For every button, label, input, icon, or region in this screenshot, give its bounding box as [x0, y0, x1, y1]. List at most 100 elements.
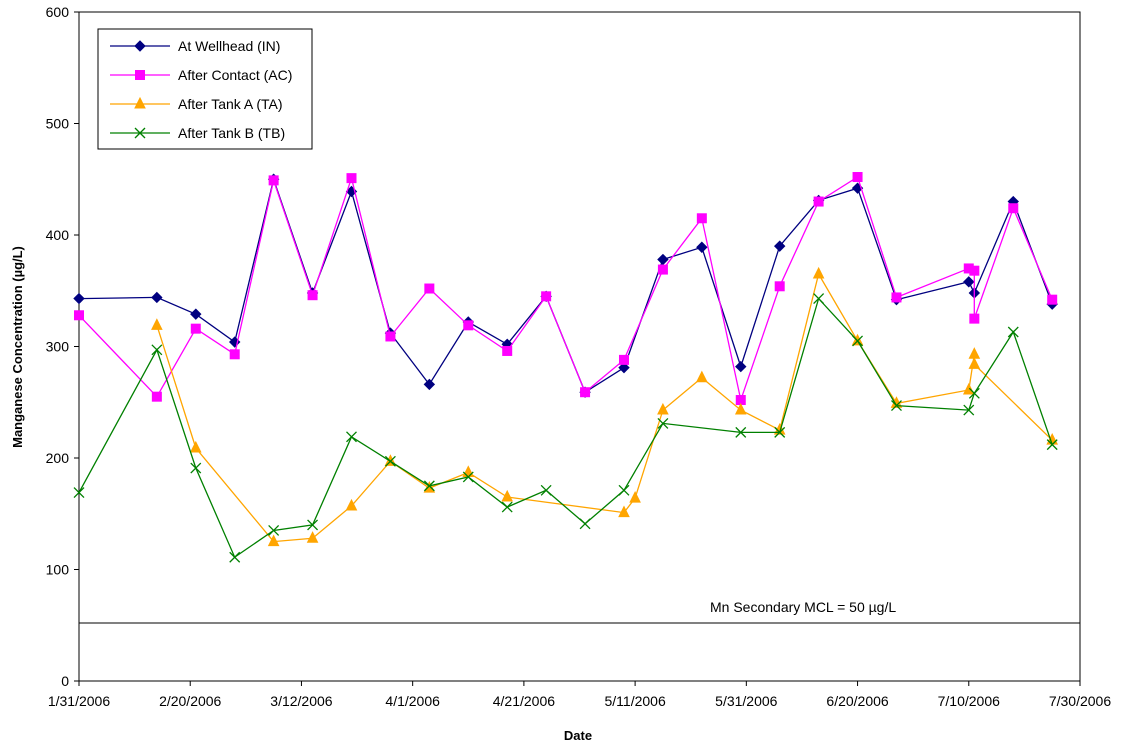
- data-point-x-stroke: [963, 404, 975, 416]
- x-tick-label: 6/20/2006: [826, 693, 888, 709]
- data-point-square: [1047, 294, 1058, 305]
- data-point-square: [151, 391, 162, 402]
- data-point-x-stroke: [462, 471, 474, 483]
- data-point-square: [424, 283, 435, 294]
- data-point-square: [891, 292, 902, 303]
- data-point-x: [384, 455, 396, 467]
- y-tick-label: 200: [46, 450, 70, 466]
- x-tick-label: 7/30/2006: [1049, 693, 1111, 709]
- data-point-square: [502, 345, 513, 356]
- legend-item: After Tank B (TB): [110, 125, 285, 141]
- data-point-x-stroke: [735, 426, 747, 438]
- data-point-x: [134, 127, 146, 139]
- data-point-diamond: [618, 361, 630, 374]
- data-point-square: [346, 173, 357, 184]
- y-tick-label: 300: [46, 339, 70, 355]
- data-point-x: [540, 484, 552, 496]
- x-axis-ticks: 1/31/2006 2/20/2006 3/12/2006 4/1/2006 4/21/…: [48, 681, 1111, 709]
- data-point-x-stroke: [151, 344, 163, 356]
- data-point-x-stroke: [1007, 326, 1019, 338]
- data-point-x-stroke: [579, 518, 591, 530]
- data-point-triangle: [423, 480, 436, 493]
- legend-label: After Tank B (TB): [178, 125, 285, 141]
- data-point-square: [463, 320, 474, 331]
- series-layer: [73, 172, 1059, 563]
- y-tick-label: 400: [46, 227, 70, 243]
- data-point-x: [891, 400, 902, 412]
- y-axis-title: Manganese Concentration (µg/L): [10, 246, 25, 448]
- data-point-x-stroke: [190, 462, 202, 474]
- series-line: [156, 272, 1053, 543]
- data-point-x: [618, 484, 630, 496]
- x-tick-label: 5/11/2006: [604, 693, 665, 709]
- data-point-x: [968, 387, 980, 399]
- data-point-triangle: [267, 534, 280, 547]
- data-point-square: [852, 172, 863, 183]
- data-point-x-stroke: [968, 387, 980, 399]
- data-point-x: [462, 471, 474, 483]
- data-point-x: [268, 525, 280, 536]
- data-point-diamond: [73, 292, 85, 305]
- data-point-diamond: [134, 40, 146, 52]
- data-point-x: [190, 462, 202, 474]
- data-point-x-stroke: [657, 417, 669, 429]
- data-point-diamond: [963, 276, 975, 288]
- data-point-x-stroke: [813, 293, 825, 305]
- reference-line-label: Mn Secondary MCL = 50 µg/L: [710, 599, 896, 615]
- data-point-square: [696, 213, 707, 224]
- data-point-x: [307, 519, 319, 531]
- reference-line-group: Mn Secondary MCL = 50 µg/L: [79, 599, 1080, 624]
- data-point-x: [73, 487, 85, 499]
- data-point-square: [74, 310, 84, 321]
- data-point-x: [1046, 439, 1058, 451]
- series-1: [74, 172, 1058, 406]
- data-point-square: [969, 313, 980, 324]
- data-point-diamond: [423, 378, 436, 391]
- y-tick-label: 100: [46, 562, 70, 578]
- data-point-square: [1008, 203, 1019, 214]
- data-point-triangle: [629, 491, 641, 503]
- legend-label: At Wellhead (IN): [178, 38, 280, 54]
- data-point-diamond: [696, 241, 708, 253]
- data-point-x: [852, 335, 864, 347]
- data-point-diamond: [657, 253, 669, 266]
- data-point-triangle: [189, 440, 202, 453]
- data-point-square: [135, 70, 145, 80]
- data-point-x-stroke: [346, 431, 357, 443]
- legend: At Wellhead (IN) After Contact (AC) After …: [97, 28, 313, 150]
- data-point-square: [580, 387, 591, 398]
- x-tick-label: 1/31/2006: [48, 693, 110, 709]
- y-axis-ticks: 0 100 200 300 400 500 600: [46, 4, 79, 689]
- data-point-x: [579, 518, 591, 530]
- data-point-square: [307, 290, 318, 301]
- data-point-square: [268, 175, 279, 186]
- data-point-triangle: [734, 402, 747, 415]
- legend-item: At Wellhead (IN): [110, 38, 280, 54]
- data-point-x: [774, 426, 786, 438]
- data-point-x: [657, 417, 669, 429]
- series-3: [73, 293, 1058, 563]
- data-point-x-stroke: [852, 335, 864, 347]
- data-point-triangle: [812, 266, 825, 279]
- data-point-triangle: [962, 382, 975, 395]
- y-tick-label: 600: [46, 4, 70, 20]
- data-point-diamond: [151, 291, 163, 304]
- data-point-x: [229, 551, 241, 563]
- data-point-triangle: [968, 357, 981, 369]
- data-point-x-stroke: [384, 455, 396, 467]
- data-point-x: [346, 431, 357, 443]
- data-point-square: [190, 323, 201, 334]
- x-tick-label: 5/31/2006: [715, 693, 777, 709]
- data-point-x-stroke: [540, 484, 552, 496]
- data-point-triangle: [151, 318, 163, 330]
- data-point-x: [423, 480, 435, 492]
- data-point-triangle: [618, 505, 630, 518]
- x-axis-title: Date: [564, 728, 592, 743]
- data-point-x: [151, 344, 163, 356]
- data-point-square: [813, 196, 824, 207]
- data-point-triangle: [501, 489, 514, 502]
- legend-item: After Contact (AC): [110, 67, 292, 83]
- data-point-x: [735, 426, 747, 438]
- data-point-square: [385, 331, 396, 342]
- data-point-square: [541, 291, 552, 302]
